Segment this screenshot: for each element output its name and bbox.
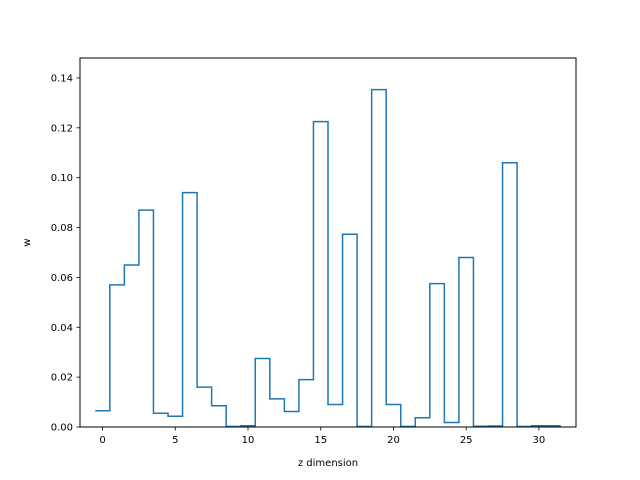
y-tick-label: 0.02	[51, 373, 73, 384]
y-tick-label: 0.14	[51, 73, 73, 84]
x-tick-label: 0	[99, 435, 105, 446]
y-tick-label: 0.04	[51, 323, 73, 334]
plot-area	[95, 88, 561, 428]
x-tick-label: 10	[242, 435, 255, 446]
x-tick-label: 5	[172, 435, 178, 446]
x-tick-label: 25	[460, 435, 473, 446]
y-axis: 0.00 0.02 0.04 0.06 0.08 0.10 0.12 0.14	[51, 73, 80, 434]
series-step-line	[95, 88, 561, 428]
y-tick-label: 0.00	[51, 423, 73, 434]
y-tick-label: 0.08	[51, 223, 73, 234]
plot-frame	[79, 57, 577, 428]
x-axis-label: z dimension	[298, 458, 358, 469]
y-tick-label: 0.12	[51, 123, 73, 134]
y-tick-label: 0.10	[51, 173, 73, 184]
x-axis: 0 5 10 15 20 25 30	[99, 427, 545, 446]
y-axis-label: w	[22, 238, 33, 246]
x-tick-label: 30	[533, 435, 546, 446]
x-tick-label: 15	[314, 435, 327, 446]
y-tick-label: 0.06	[51, 273, 73, 284]
x-tick-label: 20	[387, 435, 400, 446]
